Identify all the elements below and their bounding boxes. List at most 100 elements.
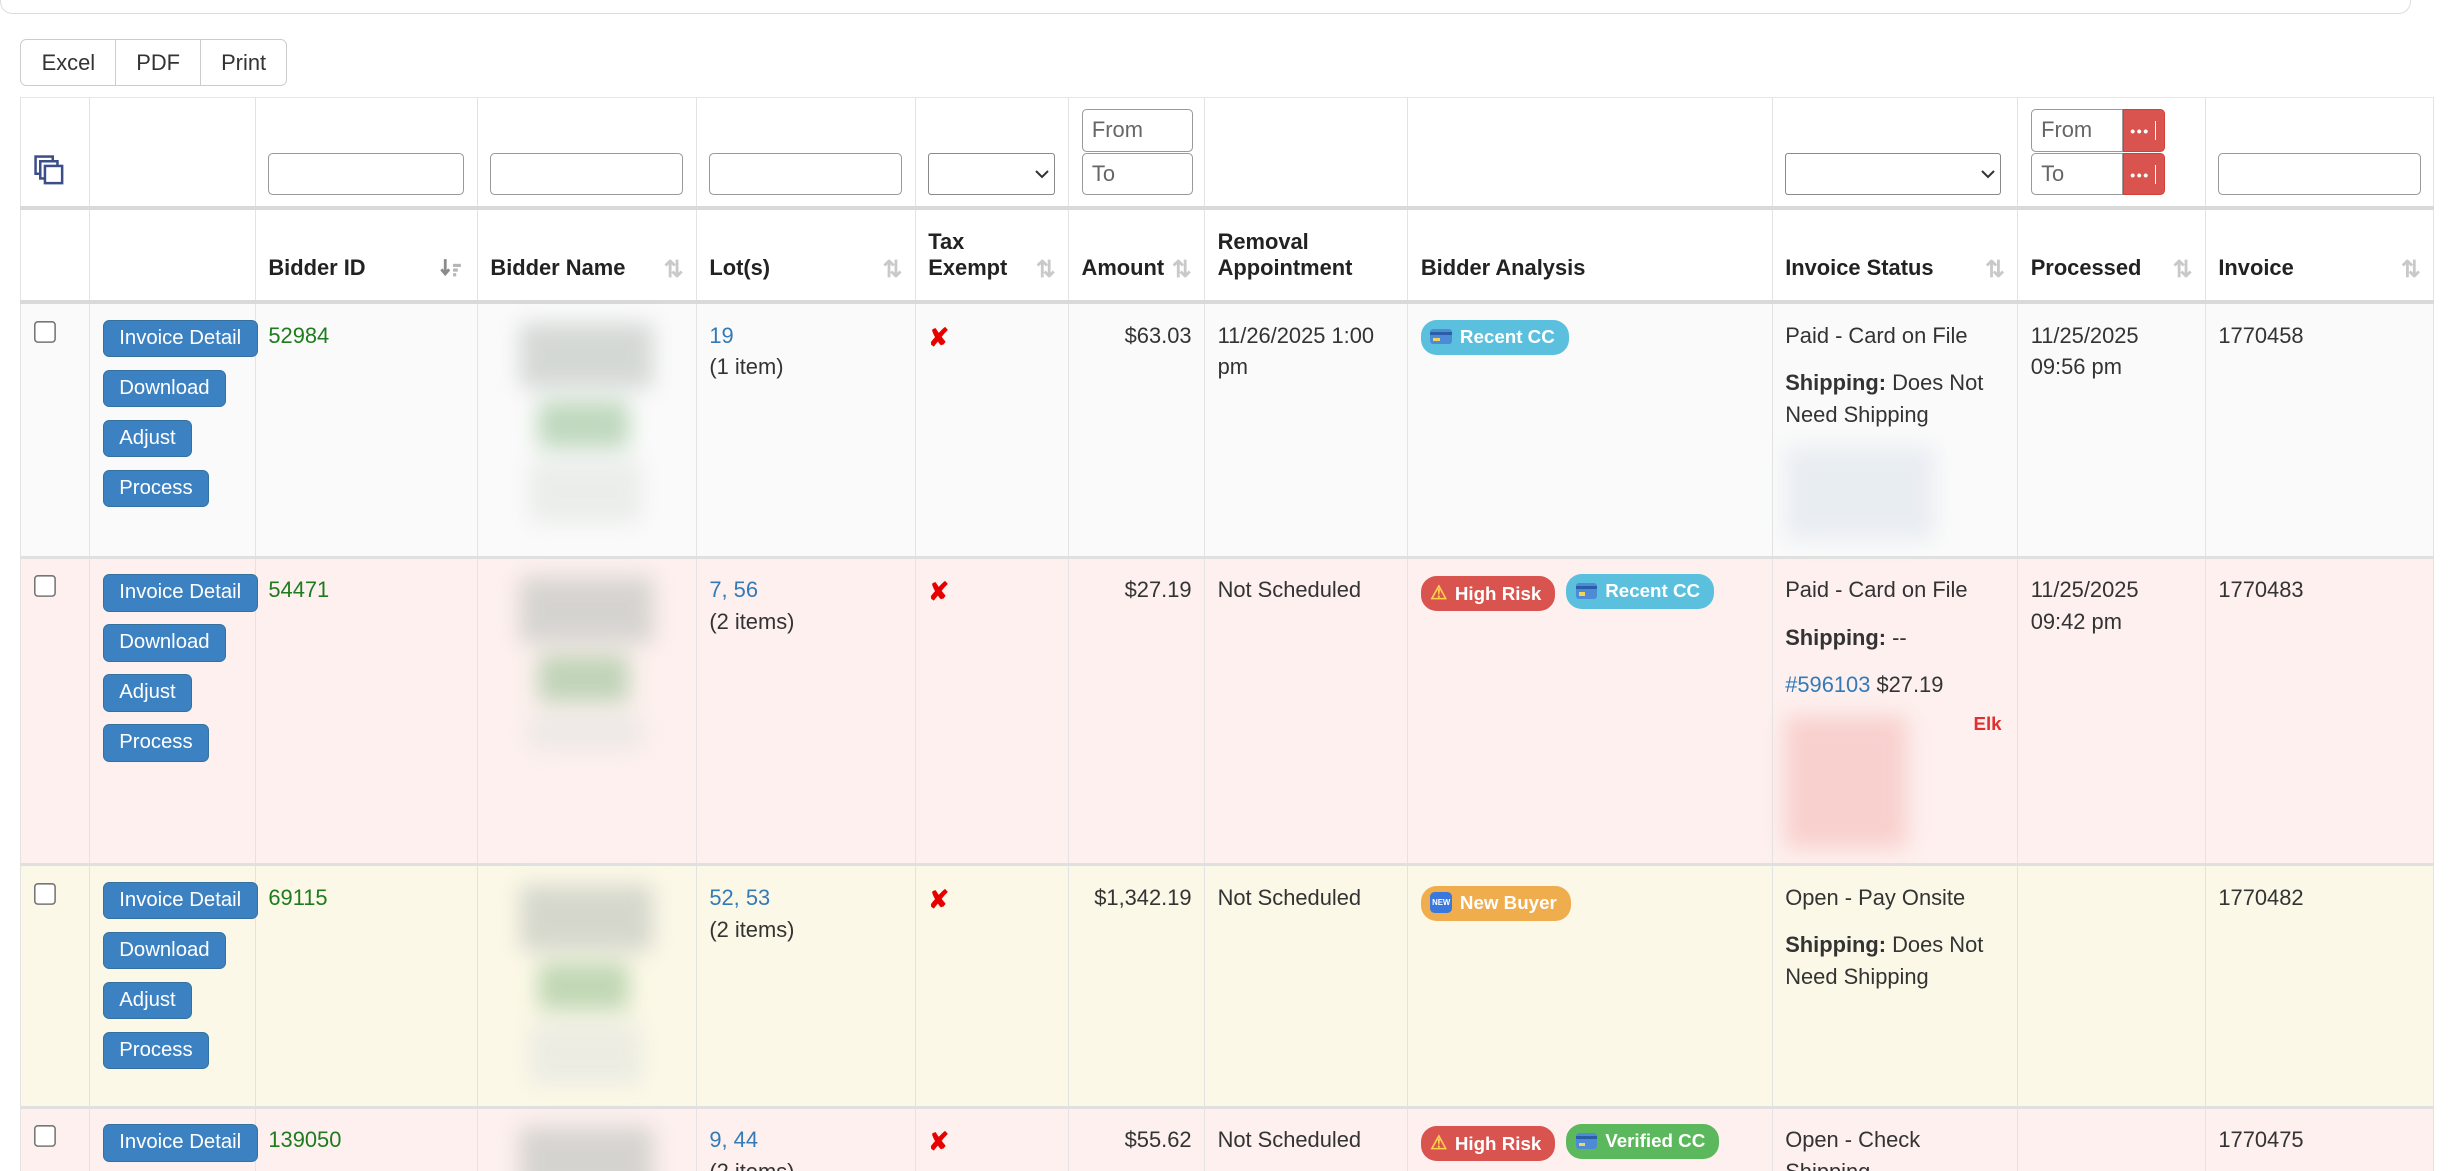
row-checkbox[interactable] [33,320,56,343]
tax-exempt-no-icon: ✘ [928,1128,950,1157]
redacted-bidder-name [491,577,682,750]
row-checkbox[interactable] [33,575,56,598]
shipment-amount: $27.19 [1876,671,1944,697]
sort-amount-desc-icon[interactable] [439,256,464,281]
select-all-cell[interactable] [20,97,91,211]
amount-cell: $1,342.19 [1068,864,1206,1108]
lots-cell: 7, 56 (2 items) [696,557,916,865]
processed-to-datepicker-button[interactable]: ••• [2122,153,2166,196]
lot-link[interactable]: 52, 53 [709,884,771,910]
process-button[interactable]: Process [102,1031,210,1070]
new-sign-icon [1430,891,1453,914]
sort-icon[interactable] [664,259,684,281]
processed-filter-cell: ••• ••• [2017,97,2206,211]
header-invoice[interactable]: Invoice [2205,208,2435,305]
process-button[interactable]: Process [102,469,210,508]
warning-triangle-icon [1430,584,1447,603]
invoice-detail-button[interactable]: Invoice Detail [102,881,258,920]
row-checkbox[interactable] [33,1125,56,1148]
recent-cc-badge: Recent CC [1566,574,1715,610]
bidder-id-cell: 54471 [255,557,478,865]
download-button[interactable]: Download [102,369,227,408]
bidder-analysis-cell: Recent CC [1407,302,1773,558]
redacted-bidder-name [491,884,682,1086]
invoice-status-value: Open - Check Shipping [1785,1127,1921,1171]
tax-exempt-cell: ✘ [915,864,1070,1108]
header-tax-exempt[interactable]: Tax Exempt [915,208,1070,305]
invoice-detail-button[interactable]: Invoice Detail [102,1124,258,1162]
amount-from-input[interactable] [1081,109,1193,152]
download-button[interactable]: Download [102,624,227,662]
removal-appointment-value: Not Scheduled [1217,1127,1362,1153]
tax-exempt-filter-select[interactable] [928,153,1055,196]
lot-link[interactable]: 7, 56 [709,577,758,603]
invoice-filter-input[interactable] [2218,153,2421,196]
header-processed[interactable]: Processed [2017,208,2206,305]
high-risk-badge: High Risk [1420,1126,1556,1162]
bidder-name-filter-input[interactable] [490,153,684,196]
row-checkbox[interactable] [33,882,56,905]
sort-icon[interactable] [883,259,903,281]
bidder-id-value: 139050 [268,1127,342,1153]
ellipsis-icon: ••• [2130,166,2150,183]
row-checkbox-cell [20,864,91,1108]
bidder-name-filter-cell [477,97,697,211]
adjust-button[interactable]: Adjust [102,981,193,1020]
amount-to-input[interactable] [1081,153,1193,196]
sort-icon[interactable] [2173,259,2193,281]
header-amount[interactable]: Amount [1068,208,1206,305]
row-actions-cell: Invoice Detail Download Adjust Process [89,557,258,865]
adjust-button[interactable]: Adjust [102,674,193,712]
shipment-link[interactable]: #596103 [1785,671,1871,697]
header-lots[interactable]: Lot(s) [696,208,916,305]
invoice-number-cell: 1770475 [2205,1107,2435,1171]
invoice-detail-button[interactable]: Invoice Detail [102,319,258,358]
invoice-detail-button[interactable]: Invoice Detail [102,574,258,612]
lots-filter-input[interactable] [709,153,903,196]
invoice-status-value: Open - Pay Onsite [1785,884,1966,910]
invoice-status-filter-select[interactable] [1785,153,2001,196]
pdf-button[interactable]: PDF [114,39,202,87]
sort-icon[interactable] [2401,259,2421,281]
header-bidder-name[interactable]: Bidder Name [477,208,697,305]
header-bidder-id[interactable]: Bidder ID [255,208,478,305]
lot-link[interactable]: 19 [709,322,734,348]
process-button[interactable]: Process [102,724,210,762]
adjust-button[interactable]: Adjust [102,419,193,458]
removal-filter-cell [1204,97,1409,211]
header-actions-col [89,208,256,305]
table-row: Invoice Detail Download Adjust Process 1… [20,1107,2435,1171]
sort-icon[interactable] [1172,259,1192,281]
credit-card-icon [1430,328,1453,345]
header-invoice-status[interactable]: Invoice Status [1772,208,2019,305]
excel-button[interactable]: Excel [20,39,117,87]
sort-icon[interactable] [1036,259,1056,281]
tax-exempt-cell: ✘ [915,1107,1070,1171]
tax-exempt-cell: ✘ [915,557,1070,865]
processed-to-input[interactable] [2030,153,2123,196]
redacted-note-fragment: Elk [1973,713,2002,735]
bidder-id-filter-input[interactable] [268,153,465,196]
high-risk-badge: High Risk [1420,576,1556,612]
removal-appointment-cell: 11/26/2025 1:00 pm [1204,302,1409,558]
download-button[interactable]: Download [102,931,227,970]
invoice-status-filter-cell [1772,97,2019,211]
invoices-table: ••• ••• Bidder ID Bidder Name Lot(s) [20,97,2435,1171]
amount-cell: $55.62 [1068,1107,1206,1171]
sort-icon[interactable] [1985,259,2005,281]
bidder-name-cell [477,557,697,865]
lots-cell: 9, 44 (2 items) [696,1107,916,1171]
lots-count: (1 item) [709,354,784,380]
row-actions-cell: Invoice Detail Download Adjust Process [89,302,258,558]
processed-cell [2017,864,2206,1108]
processed-from-input[interactable] [2030,109,2123,152]
table-row: Invoice Detail Download Adjust Process 5… [20,302,2435,558]
removal-appointment-cell: Not Scheduled [1204,557,1409,865]
copy-pages-icon[interactable] [34,155,65,192]
print-button[interactable]: Print [199,39,288,87]
processed-from-datepicker-button[interactable]: ••• [2122,109,2166,152]
invoice-number-value: 1770458 [2218,322,2304,348]
lot-link[interactable]: 9, 44 [709,1127,758,1153]
invoice-number-value: 1770475 [2218,1127,2304,1153]
